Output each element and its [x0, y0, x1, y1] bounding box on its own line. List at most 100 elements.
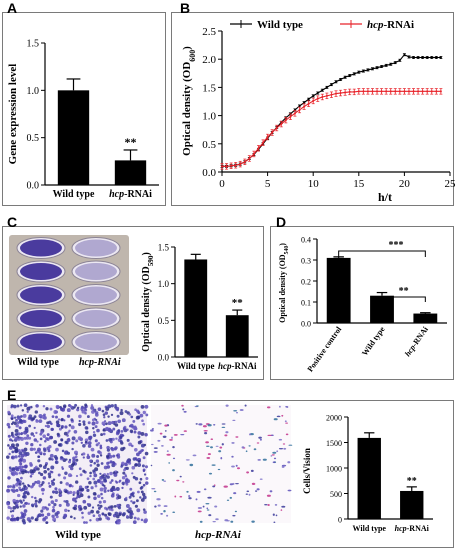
stained-cell	[139, 477, 143, 481]
stained-cell	[51, 514, 55, 519]
stained-cell	[270, 434, 274, 437]
stained-cell	[85, 521, 88, 524]
data-point	[398, 59, 401, 62]
stained-cell	[95, 443, 99, 447]
stained-cell	[99, 487, 104, 492]
bar	[225, 315, 249, 357]
stained-cell	[235, 482, 239, 485]
stained-cell	[98, 517, 102, 521]
stained-cell	[115, 406, 120, 411]
stained-cell	[137, 490, 140, 494]
stained-cell	[231, 441, 235, 444]
stained-cell	[248, 493, 251, 496]
stained-cell	[151, 487, 156, 490]
stained-cell	[139, 496, 142, 499]
stained-cell	[30, 503, 35, 507]
stained-cell	[40, 472, 44, 477]
stained-cell	[27, 471, 30, 474]
stained-cell	[75, 439, 79, 443]
photo-c-label-hcp-rnai: hcp-RNAi	[79, 357, 121, 368]
stained-cell	[120, 408, 123, 412]
y-axis-title: Cells/Vision	[302, 448, 312, 494]
stained-cell	[30, 405, 33, 409]
stained-cell	[56, 510, 60, 515]
stained-cell	[89, 519, 92, 522]
stained-cell	[256, 488, 260, 491]
stained-cell	[23, 403, 28, 408]
stained-cell	[164, 424, 168, 427]
stained-cell	[130, 492, 134, 496]
y-tick-label: 2000	[326, 414, 342, 423]
stained-cell	[37, 513, 42, 518]
stained-cell	[63, 513, 68, 518]
stained-cell	[144, 404, 149, 409]
stained-cell	[43, 413, 46, 417]
stained-cell	[188, 494, 191, 498]
stained-cell	[82, 444, 86, 448]
stained-cell	[86, 503, 89, 506]
stained-cell	[18, 480, 22, 484]
stained-cell	[18, 486, 21, 490]
stained-cell	[17, 416, 21, 420]
stained-cell	[107, 415, 110, 418]
stained-cell	[38, 498, 43, 502]
stained-cell	[133, 516, 137, 520]
stained-cell	[21, 449, 25, 453]
stained-cell	[52, 508, 55, 511]
stained-cell	[53, 455, 58, 459]
stained-cell	[150, 443, 154, 446]
stained-cell	[22, 504, 26, 508]
stained-cell	[67, 431, 70, 434]
stained-cell	[63, 500, 66, 503]
stained-cell	[51, 458, 54, 461]
stained-cell	[78, 485, 83, 489]
stained-cell	[26, 492, 30, 496]
stained-cell	[207, 424, 212, 427]
stained-cell	[173, 433, 178, 436]
stained-cell	[100, 496, 104, 500]
well-stain	[20, 310, 62, 327]
stained-cell	[34, 496, 37, 500]
stained-cell	[34, 410, 38, 414]
stained-cell	[285, 433, 289, 436]
stained-cell	[22, 413, 27, 418]
stained-cell	[166, 453, 171, 456]
stained-cell	[153, 450, 158, 453]
stained-cell	[66, 408, 71, 413]
stained-cell	[17, 454, 21, 458]
stained-cell	[102, 432, 106, 436]
well-stain	[75, 310, 117, 327]
stained-cell	[250, 469, 254, 472]
stained-cell	[135, 452, 140, 457]
data-point	[257, 147, 260, 150]
stained-cell	[50, 465, 55, 470]
stained-cell	[136, 409, 140, 413]
stained-cell	[140, 498, 145, 502]
stained-cell	[27, 484, 31, 488]
y-axis-title: Optical density (OD590)	[141, 252, 155, 352]
data-point	[312, 94, 315, 97]
data-point	[385, 90, 388, 93]
stained-cell	[141, 419, 144, 423]
panel-b: 0.0 0.5 1.0 1.5 2.0 2.5 0 5 10 15 20 25 Wild type hcp…	[171, 12, 456, 206]
data-point	[316, 97, 319, 100]
stained-cell	[104, 411, 109, 415]
data-point	[362, 90, 365, 93]
stained-cell	[80, 406, 84, 409]
stained-cell	[179, 475, 182, 478]
stained-cell	[7, 476, 11, 480]
panel-label-e: E	[7, 387, 17, 403]
stain-photo-hcp-rnai	[150, 404, 293, 523]
stained-cell	[115, 481, 119, 484]
stained-cell	[53, 410, 58, 414]
stained-cell	[42, 434, 46, 438]
stained-cell	[74, 455, 78, 459]
stained-cell	[183, 410, 187, 413]
stained-cell	[140, 449, 144, 453]
data-point	[252, 152, 255, 155]
stained-cell	[97, 494, 101, 498]
data-point	[412, 56, 415, 59]
stained-cell	[281, 414, 284, 417]
stained-cell	[68, 484, 72, 488]
stained-cell	[99, 504, 103, 508]
